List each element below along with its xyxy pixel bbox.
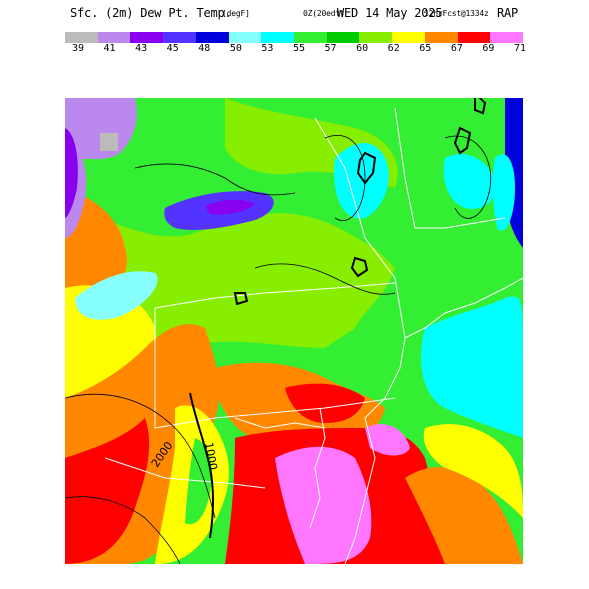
legend-swatch [326, 32, 360, 43]
legend-swatch [457, 32, 491, 43]
legend-tick-label: 60 [356, 43, 369, 54]
legend-swatch [490, 32, 524, 43]
coastline-ne [404, 277, 523, 339]
region-red-central [285, 383, 365, 423]
legend-swatch [130, 32, 164, 43]
region-grey-nw [100, 133, 118, 151]
title-unit: [degF] [222, 9, 250, 18]
legend-swatch [359, 32, 393, 43]
legend-tick-label: 39 [71, 43, 85, 54]
legend-swatch [228, 32, 262, 43]
title-model: RAP [497, 6, 519, 20]
legend-swatch [195, 32, 229, 43]
region-pink-bay [365, 424, 410, 456]
coastline-mid-atlantic [344, 337, 406, 564]
contour-line-2 [134, 163, 296, 196]
legend-tick-label: 62 [387, 43, 400, 54]
legend-tick-label: 69 [482, 43, 495, 54]
chart-title: Sfc. (2m) Dew Pt. Temp. [degF] 0Z(20edt)… [0, 4, 589, 24]
legend-tick-label: 65 [419, 43, 432, 54]
region-purple-west [65, 128, 78, 218]
legend-tick-label: 41 [103, 43, 116, 54]
state-border-5 [234, 417, 326, 429]
legend-tick-label: 53 [261, 43, 274, 54]
title-date: WED 14 May 2025 [337, 6, 443, 20]
region-cyan-lake-west [75, 271, 158, 320]
contour-label-1000: 1000 [202, 441, 220, 471]
legend-tick-label: 45 [166, 43, 179, 54]
legend-swatch [65, 32, 98, 43]
region-orange-coast [405, 467, 523, 564]
state-border-3 [314, 117, 406, 339]
dewpoint-map: 2000 1000 [65, 98, 523, 564]
legend-swatch [97, 32, 131, 43]
region-red-southwest [65, 418, 150, 564]
region-pink-southeast [275, 446, 372, 564]
contour-closed-3 [233, 292, 249, 306]
contour-closed-5 [474, 98, 487, 115]
contour-line-5 [444, 135, 492, 219]
state-border-2 [154, 308, 396, 429]
legend-tick-label: 48 [198, 43, 211, 54]
title-main: Sfc. (2m) Dew Pt. Temp. [70, 6, 232, 20]
legend-swatch [163, 32, 196, 43]
dewpoint-map-svg: 2000 1000 [65, 98, 523, 564]
color-legend-labels: 39 41 43 45 48 50 53 55 57 60 62 65 67 69 71 [0, 43, 589, 57]
state-border-6 [104, 457, 266, 489]
contour-line-3 [254, 263, 396, 295]
legend-swatch [261, 32, 295, 43]
contour-closed-1 [356, 151, 377, 185]
legend-tick-label: 55 [292, 43, 306, 54]
state-border-1 [154, 282, 396, 309]
contour-line-4 [324, 135, 366, 221]
contour-closed-2 [350, 256, 369, 278]
title-valid-time: 0Z(20edt) [303, 9, 345, 18]
contour-closed-4 [453, 126, 472, 155]
region-cyan-ne3 [492, 154, 515, 231]
legend-swatch [392, 32, 425, 43]
region-purple-lake-erie [205, 199, 255, 215]
contour-bold-ridge [189, 392, 215, 539]
state-border-4 [394, 107, 506, 229]
region-cyan-ne2 [443, 154, 496, 209]
legend-tick-label: 67 [450, 43, 463, 54]
region-lavender-nw [65, 98, 137, 160]
color-legend-bar [65, 32, 524, 43]
legend-tick-label: 50 [229, 43, 242, 54]
legend-tick-label: 43 [135, 43, 148, 54]
legend-tick-label: 57 [324, 43, 337, 54]
legend-swatch [294, 32, 327, 43]
region-yellow-coast [423, 424, 523, 518]
region-cyan-atlantic [421, 296, 523, 438]
legend-tick-label: 71 [513, 43, 527, 54]
title-forecast: 12hrFcst@1334z [424, 9, 489, 18]
contour-line-6 [65, 496, 181, 564]
contour-line-1 [65, 393, 216, 519]
legend-swatch [424, 32, 458, 43]
